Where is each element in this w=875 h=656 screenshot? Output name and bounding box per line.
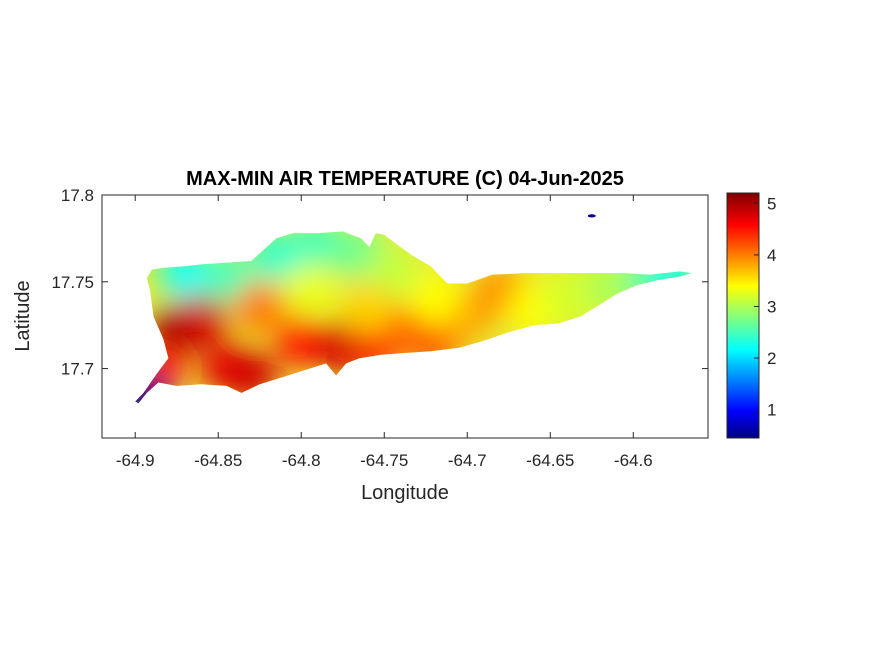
colorbar-tick-label: 3 (767, 297, 776, 316)
y-axis-label: Latitude (12, 280, 34, 351)
x-axis-ticks: -64.9 -64.85 -64.8 -64.75 -64.7 -64.65 -64.6 (116, 195, 653, 470)
x-tick-label: -64.8 (282, 451, 321, 470)
y-tick-label: 17.8 (61, 186, 94, 205)
colorbar-gradient (726, 192, 760, 439)
temperature-point (275, 316, 328, 369)
temperature-point (283, 264, 336, 317)
x-tick-label: -64.6 (614, 451, 653, 470)
temperature-point (366, 245, 419, 298)
temperature-point (175, 293, 228, 346)
islet-point (587, 214, 596, 218)
colorbar-tick-label: 1 (767, 401, 776, 420)
temperature-point (341, 281, 394, 334)
y-tick-label: 17.75 (51, 273, 94, 292)
temperature-point (233, 281, 286, 334)
colorbar-ticks: 1 2 3 4 5 (754, 194, 776, 420)
x-tick-label: -64.9 (116, 451, 155, 470)
x-axis-label: Longitude (361, 482, 449, 504)
x-tick-label: -64.7 (448, 451, 487, 470)
x-tick-label: -64.85 (194, 451, 242, 470)
colorbar: 1 2 3 4 5 (726, 192, 776, 439)
chart-title: MAX-MIN AIR TEMPERATURE (C) 04-Jun-2025 (186, 168, 624, 190)
colorbar-tick-label: 5 (767, 194, 776, 213)
islet-layer (587, 214, 596, 218)
colorbar-tick-label: 2 (767, 349, 776, 368)
x-tick-label: -64.75 (360, 451, 408, 470)
y-axis-ticks: 17.7 17.75 17.8 (51, 186, 708, 379)
x-tick-label: -64.65 (526, 451, 574, 470)
temperature-point (540, 273, 593, 326)
y-tick-label: 17.7 (61, 360, 94, 379)
colorbar-tick-label: 4 (767, 246, 776, 265)
temperature-point (291, 231, 344, 270)
temperature-point (408, 273, 461, 326)
